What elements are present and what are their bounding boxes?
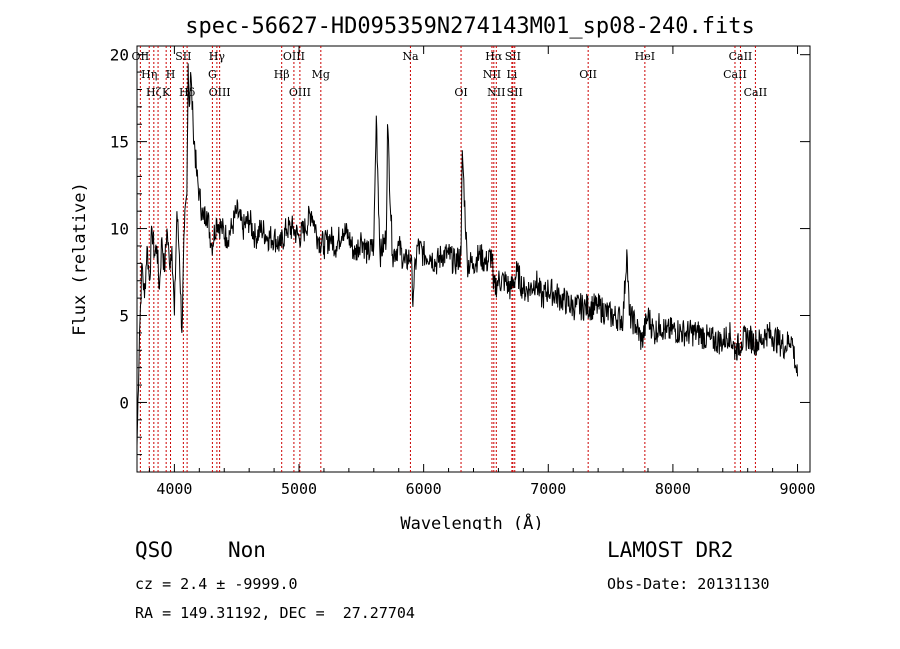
y-tick-label: 10 — [110, 220, 129, 239]
line-marker-label: Hα — [485, 50, 503, 63]
y-axis: 0 5 10 15 20 — [110, 46, 810, 456]
x-tick-label: 6000 — [406, 480, 442, 498]
y-tick-label: 20 — [110, 46, 129, 65]
line-marker-label: OIII — [209, 86, 231, 99]
x-tick-label: 5000 — [281, 480, 317, 498]
line-marker-label: K — [162, 86, 171, 99]
line-marker-label: SII — [175, 50, 191, 63]
line-marker-label: Mg — [312, 68, 330, 81]
line-marker-label: OII — [579, 68, 597, 81]
object-class: QSO — [135, 538, 173, 562]
redshift-cz: cz = 2.4 ± -9999.0 — [135, 575, 298, 593]
line-marker-label: SII — [507, 86, 523, 99]
y-tick-label: 0 — [119, 393, 129, 412]
line-marker-label: Hζ — [146, 86, 162, 99]
line-marker-label: CaII — [729, 50, 753, 63]
line-marker-label: NII — [483, 68, 501, 81]
line-marker-label: G — [208, 68, 217, 81]
survey-name: LAMOST DR2 — [607, 538, 734, 562]
chart-title: spec-56627-HD095359N274143M01_sp08-240.f… — [185, 14, 755, 39]
x-tick-label: 8000 — [655, 480, 691, 498]
x-axis-label: Wavelength (Å) — [400, 512, 543, 530]
spectrum-line — [136, 63, 798, 446]
line-marker-label: OIII — [283, 50, 305, 63]
y-tick-label: 5 — [119, 307, 129, 326]
line-marker-label: SII — [505, 50, 521, 63]
line-marker-label: HeI — [635, 50, 655, 63]
x-axis: 4000 5000 6000 7000 8000 9000 — [148, 46, 816, 498]
x-tick-label: 7000 — [530, 480, 566, 498]
y-tick-label: 15 — [110, 133, 129, 152]
line-marker-label: Hβ — [274, 68, 290, 81]
observation-date: Obs-Date: 20131130 — [607, 575, 770, 593]
line-marker-label: Hη — [141, 68, 157, 81]
line-marker-label: Hδ — [179, 86, 196, 99]
line-marker-label: OII — [132, 50, 150, 63]
object-subclass: Non — [228, 538, 266, 562]
line-marker-label: OI — [454, 86, 467, 99]
line-marker-label: NII — [487, 86, 505, 99]
line-marker-label: Hγ — [209, 50, 226, 63]
line-marker-label: Na — [402, 50, 419, 63]
line-marker-label: Li — [506, 68, 517, 81]
line-marker-label: CaII — [744, 86, 768, 99]
x-tick-label: 9000 — [779, 480, 815, 498]
plot-frame — [136, 45, 811, 473]
spectrum-chart: spec-56627-HD095359N274143M01_sp08-240.f… — [70, 14, 816, 530]
line-marker-label: H — [166, 68, 176, 81]
coordinates: RA = 149.31192, DEC = 27.27704 — [135, 604, 415, 622]
y-axis-label: Flux (relative) — [70, 182, 90, 336]
x-tick-label: 4000 — [156, 480, 192, 498]
line-marker-label: CaII — [723, 68, 747, 81]
line-marker-label: OIII — [289, 86, 311, 99]
